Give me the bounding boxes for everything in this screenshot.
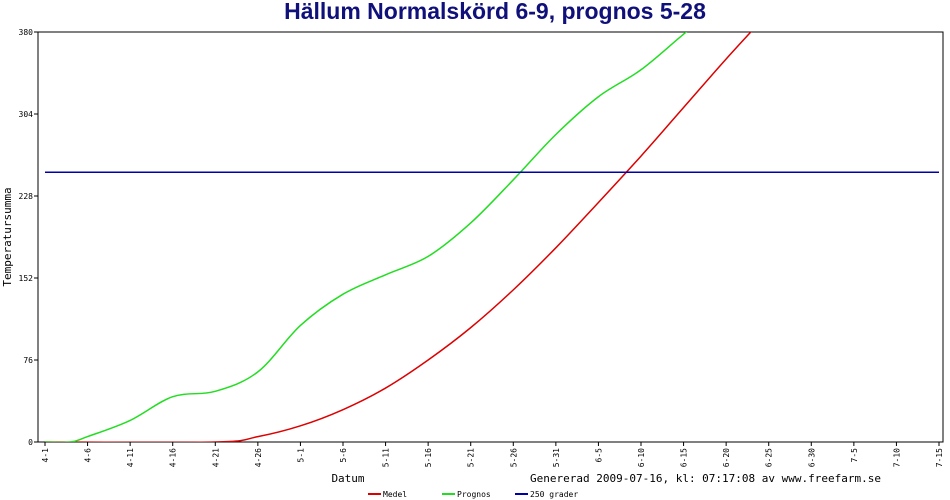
legend-label: Medel [383, 490, 407, 499]
generated-note: Genererad 2009-07-16, kl: 07:17:08 av ww… [530, 472, 881, 485]
x-axis-label: Datum [331, 472, 364, 485]
y-axis-label: Temperatursumma [1, 187, 14, 286]
x-tick-label: 5-11 [382, 448, 391, 467]
x-tick-label: 6-20 [722, 448, 731, 467]
x-tick-label: 5-21 [467, 448, 476, 467]
y-tick-label: 152 [19, 274, 34, 283]
x-tick-label: 6-5 [594, 448, 603, 463]
legend: Medel Prognos 250 grader [368, 490, 578, 499]
x-tick-label: 4-26 [254, 448, 263, 467]
x-tick-label: 4-6 [84, 448, 93, 463]
y-tick-label: 304 [19, 110, 34, 119]
y-tick-label: 0 [28, 438, 33, 447]
x-tick-label: 4-1 [41, 448, 50, 463]
y-axis: 0 76 152 228 304 380 [19, 28, 38, 447]
y-tick-label: 76 [23, 356, 33, 365]
x-tick-label: 4-16 [169, 448, 178, 467]
x-tick-label: 5-26 [509, 448, 518, 467]
x-tick-label: 4-21 [211, 448, 220, 467]
y-tick-label: 380 [19, 28, 34, 37]
x-tick-label: 5-1 [296, 448, 305, 463]
x-tick-label: 7-15 [935, 448, 944, 467]
x-tick-label: 5-6 [339, 448, 348, 463]
x-tick-label: 4-11 [126, 448, 135, 467]
x-tick-label: 5-31 [552, 448, 561, 467]
y-tick-label: 228 [19, 192, 34, 201]
x-tick-label: 6-25 [765, 448, 774, 467]
x-tick-label: 7-5 [850, 448, 859, 463]
series-layer [45, 32, 939, 442]
x-tick-label: 6-10 [637, 448, 646, 467]
plot-frame [37, 31, 944, 443]
legend-label: Prognos [457, 490, 491, 499]
x-tick-label: 6-30 [807, 448, 816, 467]
x-tick-label: 6-15 [680, 448, 689, 467]
chart-title: Hällum Normalskörd 6-9, prognos 5-28 [284, 0, 706, 24]
series-line-2 [45, 32, 688, 442]
x-axis: 4-1 4-6 4-11 4-16 4-21 4-26 5-1 5-6 5-11 5-16 5-21… [41, 442, 944, 467]
legend-label: 250 grader [530, 490, 578, 499]
x-tick-label: 5-16 [424, 448, 433, 467]
x-tick-label: 7-10 [892, 448, 901, 467]
series-line-1 [45, 32, 752, 442]
